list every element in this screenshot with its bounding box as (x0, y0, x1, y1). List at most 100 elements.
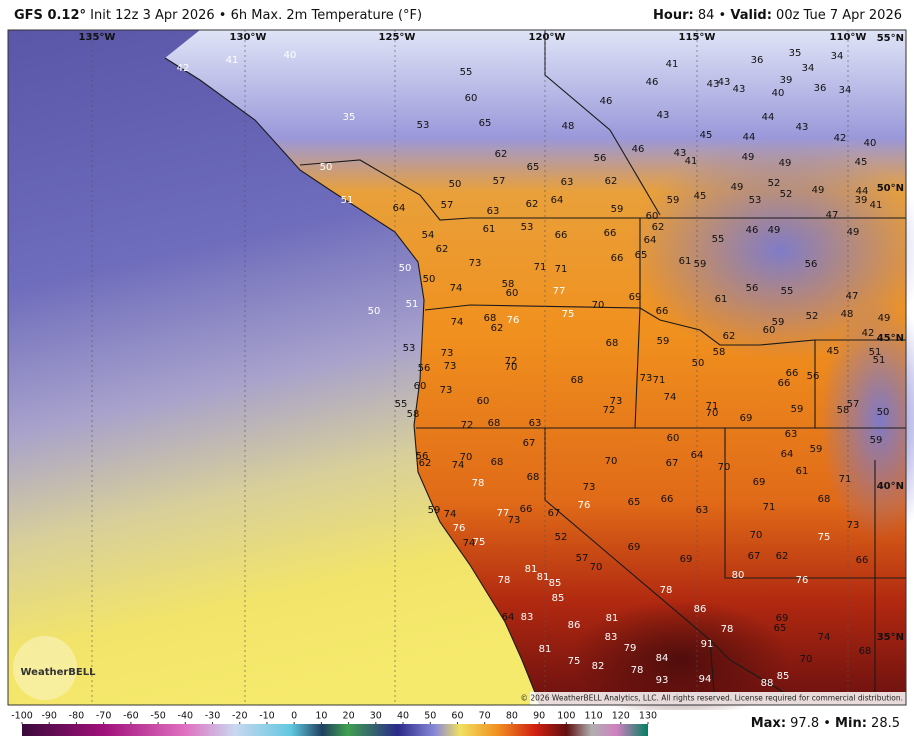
station-value: 66 (604, 228, 617, 239)
station-value: 68 (571, 375, 584, 386)
station-value: 43 (674, 148, 687, 159)
station-value: 59 (810, 444, 823, 455)
station-value: 56 (418, 363, 431, 374)
station-value: 78 (660, 585, 673, 596)
station-value: 79 (624, 643, 637, 654)
lon-label: 120°W (529, 32, 566, 43)
station-value: 35 (789, 48, 802, 59)
station-value: 86 (694, 604, 707, 615)
lat-label: 40°N (877, 481, 904, 492)
station-value: 55 (712, 234, 725, 245)
lon-label: 135°W (79, 32, 116, 43)
station-value: 58 (502, 279, 515, 290)
station-value: 62 (605, 176, 618, 187)
station-value: 43 (733, 84, 746, 95)
station-value: 73 (583, 482, 596, 493)
station-value: 66 (786, 368, 799, 379)
station-value: 71 (839, 474, 852, 485)
station-value: 77 (553, 286, 566, 297)
station-value: 48 (841, 309, 854, 320)
station-value: 43 (718, 77, 731, 88)
station-value: 81 (606, 613, 619, 624)
station-value: 60 (667, 433, 680, 444)
station-value: 74 (463, 538, 476, 549)
colorbar-tick-label: -20 (232, 711, 248, 722)
station-value: 64 (502, 612, 515, 623)
valid-label: Valid: (730, 8, 772, 23)
station-value: 49 (812, 185, 825, 196)
station-value: 80 (732, 570, 745, 581)
station-value: 81 (537, 572, 550, 583)
station-value: 63 (529, 418, 542, 429)
station-value: 76 (453, 523, 466, 534)
station-value: 68 (859, 646, 872, 657)
station-value: 68 (606, 338, 619, 349)
station-value: 62 (652, 222, 665, 233)
station-value: 68 (491, 457, 504, 468)
station-value: 45 (855, 157, 868, 168)
station-value: 68 (818, 494, 831, 505)
station-value: 58 (713, 347, 726, 358)
station-value: 51 (869, 347, 882, 358)
station-value: 46 (746, 225, 759, 236)
station-value: 71 (653, 375, 666, 386)
colorbar-tick-label: 90 (533, 711, 545, 722)
cold-area (630, 140, 914, 360)
station-value: 78 (721, 624, 734, 635)
station-value: 63 (561, 177, 574, 188)
min-label: Min: (835, 716, 867, 731)
station-value: 71 (706, 401, 719, 412)
station-value: 70 (592, 300, 605, 311)
copyright-bg (530, 692, 906, 705)
station-value: 76 (578, 500, 591, 511)
station-value: 60 (465, 93, 478, 104)
hour: 84 • (697, 8, 727, 23)
station-value: 76 (796, 575, 809, 586)
footer: Max: 97.8 • Min: 28.5 (751, 716, 900, 731)
colorbar-tick-label: 110 (584, 711, 602, 722)
station-value: 74 (452, 460, 465, 471)
station-value: 70 (605, 456, 618, 467)
station-value: 41 (666, 59, 679, 70)
station-value: 57 (441, 200, 454, 211)
colorbar-tick-label: 80 (506, 711, 518, 722)
station-value: 43 (707, 79, 720, 90)
station-value: 58 (837, 405, 850, 416)
station-value: 73 (469, 258, 482, 269)
station-value: 65 (527, 162, 540, 173)
lon-label: 115°W (679, 32, 716, 43)
station-value: 68 (488, 418, 501, 429)
station-value: 70 (750, 530, 763, 541)
station-value: 73 (441, 348, 454, 359)
colorbar-tick-label: 10 (315, 711, 327, 722)
station-value: 47 (846, 291, 859, 302)
station-value: 59 (694, 259, 707, 270)
station-value: 46 (646, 77, 659, 88)
colorbar-tick-label: 100 (557, 711, 575, 722)
station-value: 60 (414, 381, 427, 392)
station-value: 54 (422, 230, 435, 241)
station-value: 62 (495, 149, 508, 160)
station-value: 56 (807, 371, 820, 382)
station-value: 56 (746, 283, 759, 294)
colorbar-ramp (22, 724, 648, 736)
colorbar-tick-label: 50 (424, 711, 436, 722)
station-value: 70 (718, 462, 731, 473)
station-value: 72 (603, 405, 616, 416)
station-value: 49 (847, 227, 860, 238)
lat-label: 45°N (877, 333, 904, 344)
station-value: 74 (664, 392, 677, 403)
station-value: 71 (555, 264, 568, 275)
station-value: 34 (839, 85, 852, 96)
colorbar-tick-label: -100 (11, 711, 33, 722)
station-value: 64 (781, 449, 794, 460)
station-value: 44 (856, 186, 869, 197)
station-value: 34 (802, 63, 815, 74)
station-value: 66 (520, 504, 533, 515)
station-value: 41 (685, 156, 698, 167)
station-value: 65 (774, 623, 787, 634)
station-value: 49 (731, 182, 744, 193)
colorbar-tick-label: 60 (451, 711, 463, 722)
